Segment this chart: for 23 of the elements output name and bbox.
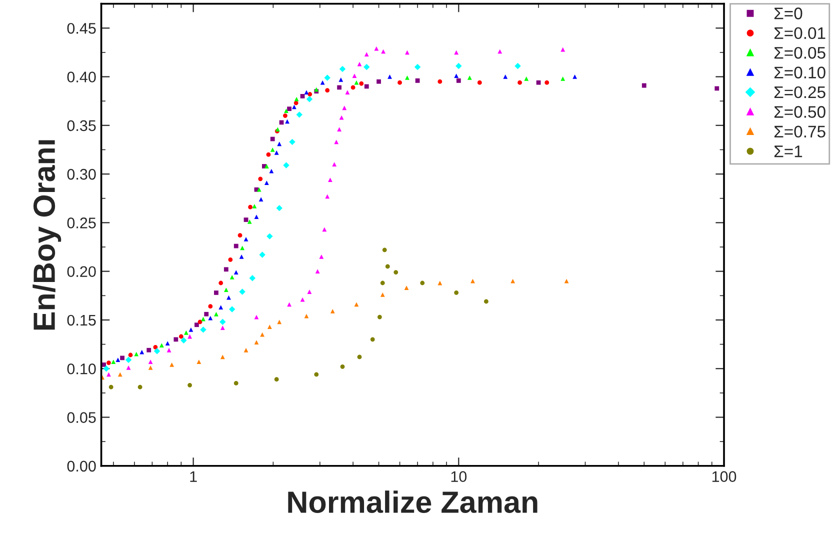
legend-label: Σ=0.25 — [774, 86, 826, 98]
legend-label: Σ=0.50 — [774, 106, 826, 118]
x-axis-title: Normalize Zaman — [288, 490, 538, 514]
x-tick-label: 10 — [451, 471, 467, 482]
legend-label: Σ=0.75 — [774, 126, 826, 138]
y-tick-label: 0.40 — [67, 72, 96, 82]
y-tick-label: 0.45 — [67, 22, 96, 34]
y-tick-label: 0.25 — [67, 218, 96, 228]
legend-label: Σ=0.05 — [774, 46, 826, 59]
legend-label: Σ=0.01 — [774, 27, 826, 40]
y-tick-label: 0.10 — [67, 363, 96, 374]
y-tick-label: 0.20 — [67, 266, 96, 278]
y-tick-label: 0.15 — [67, 314, 96, 326]
y-tick-label: 0.35 — [67, 120, 96, 132]
x-tick-label: 1 — [190, 471, 197, 482]
legend-label: Σ=0 — [774, 8, 802, 20]
y-axis-title: En/Boy Oranı — [32, 140, 62, 330]
y-tick-label: 0.30 — [67, 168, 96, 180]
y-tick-label: 0.05 — [67, 412, 96, 423]
x-tick-label: 100 — [712, 471, 736, 482]
legend-label: Σ=1 — [774, 146, 802, 158]
y-tick-label: 0.00 — [67, 460, 96, 472]
legend-label: Σ=0.10 — [774, 66, 826, 78]
